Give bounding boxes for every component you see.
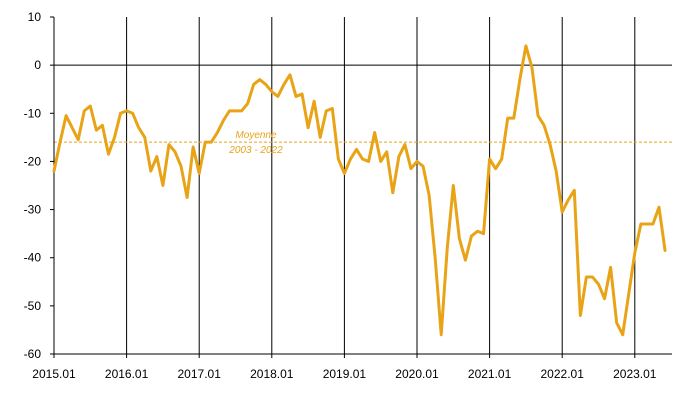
series-group [52, 44, 667, 337]
y-tick-label: 0 [34, 58, 41, 72]
y-tick-label: -60 [24, 347, 42, 361]
x-tick-label: 2017.01 [178, 367, 222, 381]
vertical-gridlines [126, 17, 636, 354]
y-axis-ticks: 10 0 -10 -20 -30 -40 -50 -60 [24, 10, 54, 361]
y-tick-label: -40 [24, 251, 42, 265]
average-annotation-line1: Moyenne [235, 130, 277, 141]
y-tick-label: -10 [24, 106, 42, 120]
series-line-0 [52, 44, 667, 337]
x-tick-label: 2018.01 [250, 367, 294, 381]
x-tick-label: 2016.01 [105, 367, 149, 381]
average-annotation-line2: 2003 - 2022 [228, 145, 283, 156]
y-tick-label: 10 [28, 10, 42, 24]
y-tick-label: -30 [24, 203, 42, 217]
x-tick-label: 2022.01 [541, 367, 585, 381]
x-tick-label: 2015.01 [32, 367, 76, 381]
y-tick-label: -20 [24, 154, 42, 168]
x-axis-ticks: 2015.01 2016.01 2017.01 2018.01 2019.01 2020.… [32, 354, 657, 381]
average-annotation: Moyenne 2003 - 2022 [228, 130, 283, 156]
x-tick-label: 2021.01 [468, 367, 512, 381]
x-tick-label: 2023.01 [613, 367, 657, 381]
y-tick-label: -50 [24, 299, 42, 313]
plot-area: 10 0 -10 -20 -30 -40 -50 -60 2015.01 2016.01 2017… [24, 10, 672, 381]
x-tick-label: 2019.01 [323, 367, 367, 381]
x-tick-label: 2020.01 [395, 367, 439, 381]
